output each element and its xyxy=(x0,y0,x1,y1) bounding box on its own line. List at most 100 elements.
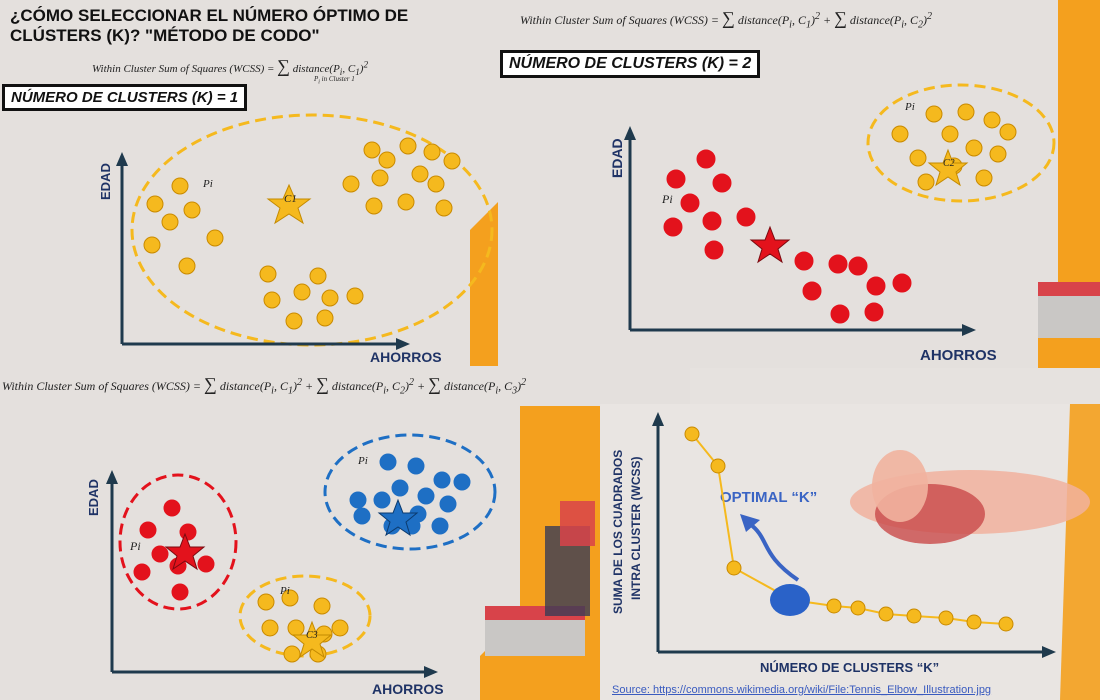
data-point xyxy=(171,177,189,195)
data-point xyxy=(828,254,848,274)
elbow-points xyxy=(684,426,1014,632)
panel-k3: Within Cluster Sum of Squares (WCSS) = ∑… xyxy=(0,366,690,700)
formula-k3: Within Cluster Sum of Squares (WCSS) = ∑… xyxy=(2,374,527,397)
centroid-label-c3: C3 xyxy=(306,630,318,641)
data-point xyxy=(342,175,360,193)
data-point xyxy=(378,151,396,169)
scatter-k1: EDAD AHORROS Pi C1 xyxy=(98,113,500,368)
point-label-3: Pi xyxy=(904,101,915,113)
centroid-label-c1: C1 xyxy=(284,193,297,205)
data-point xyxy=(966,614,982,630)
data-point xyxy=(407,457,425,475)
data-point xyxy=(423,143,441,161)
data-point xyxy=(878,606,894,622)
data-point xyxy=(391,479,409,497)
data-point xyxy=(965,139,983,157)
data-point xyxy=(371,169,389,187)
centroid-star-c1-k2 xyxy=(749,225,791,264)
data-point xyxy=(365,197,383,215)
x-axis-label: AHORROS xyxy=(370,349,442,365)
data-point xyxy=(283,645,301,663)
data-point xyxy=(443,152,461,170)
data-point xyxy=(710,458,726,474)
data-point xyxy=(999,123,1017,141)
elbow-chart: SUMA DE LOS CUADRADOS INTRA CLUSTER (WCS… xyxy=(611,404,1100,700)
data-point xyxy=(316,309,334,327)
data-point xyxy=(261,619,279,637)
data-point xyxy=(313,597,331,615)
data-point xyxy=(906,608,922,624)
data-point xyxy=(183,201,201,219)
point-label: Pi xyxy=(202,178,213,190)
centroid-star-c1 xyxy=(266,183,312,225)
data-point xyxy=(802,281,822,301)
centroid-star-c2-k3 xyxy=(377,498,419,537)
panel-k1: ¿CÓMO SELECCIONAR EL NÚMERO ÓPTIMO DE CL… xyxy=(0,0,500,368)
optimal-k-marker xyxy=(770,584,810,616)
data-point xyxy=(957,103,975,121)
data-point xyxy=(411,165,429,183)
data-point xyxy=(281,589,299,607)
data-point xyxy=(346,287,364,305)
formula-k1: Within Cluster Sum of Squares (WCSS) = ∑… xyxy=(92,56,369,86)
y-axis-label: EDAD xyxy=(98,163,113,200)
data-point xyxy=(259,265,277,283)
data-point xyxy=(349,491,367,509)
centroid-star-c3-k3 xyxy=(291,620,333,659)
points-k2 xyxy=(663,103,1017,324)
data-point xyxy=(848,256,868,276)
data-point xyxy=(909,149,927,167)
data-point xyxy=(431,517,449,535)
scatter-k2: EDAD AHORROS Pi Pi C2 xyxy=(609,0,1100,368)
data-point xyxy=(938,610,954,626)
source-link[interactable]: Source: https://commons.wikimedia.org/wi… xyxy=(612,684,992,696)
data-point xyxy=(864,302,884,322)
data-point xyxy=(663,217,683,237)
data-point xyxy=(998,616,1014,632)
data-point xyxy=(433,471,451,489)
data-point xyxy=(427,175,445,193)
point-label-4: Pi xyxy=(129,539,141,553)
data-point xyxy=(285,312,303,330)
y-axis-label-3: EDAD xyxy=(86,479,101,516)
centroid-star-c1-k3 xyxy=(164,532,206,571)
data-point xyxy=(712,173,732,193)
data-point xyxy=(257,593,275,611)
data-point xyxy=(892,273,912,293)
panel-elbow: SUMA DE LOS CUADRADOS INTRA CLUSTER (WCS… xyxy=(600,404,1100,700)
data-point xyxy=(983,111,1001,129)
formula-k2: Within Cluster Sum of Squares (WCSS) = ∑… xyxy=(520,8,933,31)
data-point xyxy=(696,149,716,169)
data-point xyxy=(146,195,164,213)
data-point xyxy=(178,257,196,275)
y-axis-label-2: EDAD xyxy=(609,138,625,178)
elbow-y-axis-line2: INTRA CLUSTER (WCSS) xyxy=(629,456,643,600)
page-title: ¿CÓMO SELECCIONAR EL NÚMERO ÓPTIMO DE CL… xyxy=(10,6,409,45)
data-point xyxy=(263,291,281,309)
data-point xyxy=(736,207,756,227)
x-axis-label-3: AHORROS xyxy=(372,681,444,697)
data-point xyxy=(363,141,381,159)
data-point xyxy=(453,473,471,491)
data-point xyxy=(331,619,349,637)
elbow-x-axis-label: NÚMERO DE CLUSTERS “K” xyxy=(760,660,939,675)
elbow-y-axis-line1: SUMA DE LOS CUADRADOS xyxy=(611,450,625,614)
data-point xyxy=(197,555,215,573)
data-point xyxy=(439,495,457,513)
data-point xyxy=(151,545,169,563)
data-point xyxy=(925,105,943,123)
data-point xyxy=(941,125,959,143)
data-point xyxy=(373,491,391,509)
point-label-5: Pi xyxy=(357,455,368,467)
data-point xyxy=(666,169,686,189)
data-point xyxy=(293,283,311,301)
data-point xyxy=(206,229,224,247)
data-point xyxy=(321,289,339,307)
data-point xyxy=(133,563,151,581)
data-point xyxy=(171,583,189,601)
data-point xyxy=(143,236,161,254)
k2-label: NÚMERO DE CLUSTERS (K) = 2 xyxy=(500,50,761,78)
centroid-star-c2-k2 xyxy=(927,148,969,187)
data-point xyxy=(726,560,742,576)
data-point xyxy=(826,598,842,614)
